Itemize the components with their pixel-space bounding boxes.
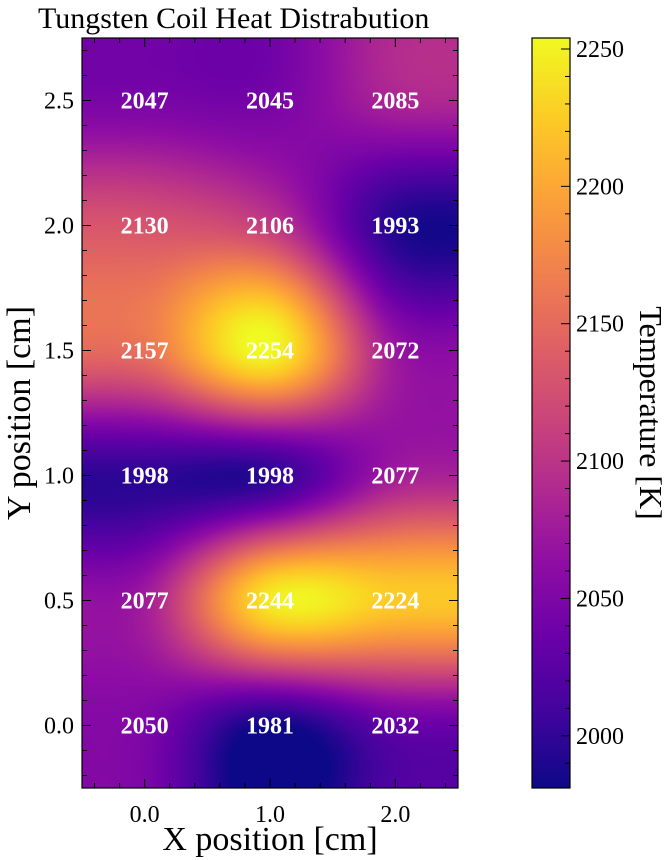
cell-value-label: 2050 — [121, 714, 169, 740]
y-tick-label: 1.5 — [44, 339, 74, 365]
x-tick-label: 0.0 — [130, 802, 160, 828]
cell-labels: 2050 1981 2032 2077 2244 2224 1998 1998 2077 2157… — [121, 89, 420, 740]
colorbar-tick-label: 2100 — [576, 449, 624, 475]
colorbar-tick-label: 2200 — [576, 174, 624, 200]
cell-value-label: 1993 — [371, 214, 419, 240]
colorbar-axis: 2000 2050 2100 2150 2200 2250 — [561, 37, 624, 764]
y-tick-label: 1.0 — [44, 464, 74, 490]
cell-value-label: 2085 — [371, 89, 419, 115]
x-axis: 0.0 1.0 2.0 — [94, 38, 446, 828]
y-tick-label: 0.0 — [44, 714, 74, 740]
cell-value-label: 2157 — [121, 339, 169, 365]
cell-value-label: 2077 — [121, 589, 169, 615]
y-tick-label: 2.5 — [44, 89, 74, 115]
cell-value-label: 1998 — [121, 464, 169, 490]
cell-value-label: 2072 — [371, 339, 419, 365]
cell-value-label: 1998 — [246, 464, 294, 490]
colorbar-tick-label: 2150 — [576, 312, 624, 338]
y-axis: 0.0 0.5 1.0 1.5 2.0 2.5 — [44, 50, 458, 776]
colorbar-label: Temperature [K] — [633, 306, 669, 520]
x-tick-label: 2.0 — [380, 802, 410, 828]
cell-value-label: 2045 — [246, 89, 294, 115]
cell-value-label: 2106 — [246, 214, 294, 240]
cell-value-label: 2254 — [246, 339, 294, 365]
y-tick-label: 2.0 — [44, 214, 74, 240]
y-axis-label: Y position [cm] — [1, 306, 38, 520]
cell-value-label: 2077 — [371, 464, 419, 490]
colorbar-tick-label: 2000 — [576, 724, 624, 750]
colorbar-tick-label: 2050 — [576, 586, 624, 612]
cell-value-label: 2047 — [121, 89, 169, 115]
colorbar-tick-label: 2250 — [576, 37, 624, 63]
x-axis-label: X position [cm] — [162, 821, 377, 858]
cell-value-label: 2032 — [371, 714, 419, 740]
chart-title: Tungsten Coil Heat Distrabution — [38, 2, 429, 35]
cell-value-label: 2130 — [121, 214, 169, 240]
x-tick-label: 1.0 — [255, 802, 285, 828]
cell-value-label: 2244 — [246, 589, 294, 615]
heatmap-image-wrap — [82, 38, 458, 788]
cell-value-label: 1981 — [246, 714, 294, 740]
cell-value-label: 2224 — [371, 589, 419, 615]
colorbar — [531, 37, 571, 789]
heatmap-image — [82, 38, 458, 788]
y-tick-label: 0.5 — [44, 589, 74, 615]
